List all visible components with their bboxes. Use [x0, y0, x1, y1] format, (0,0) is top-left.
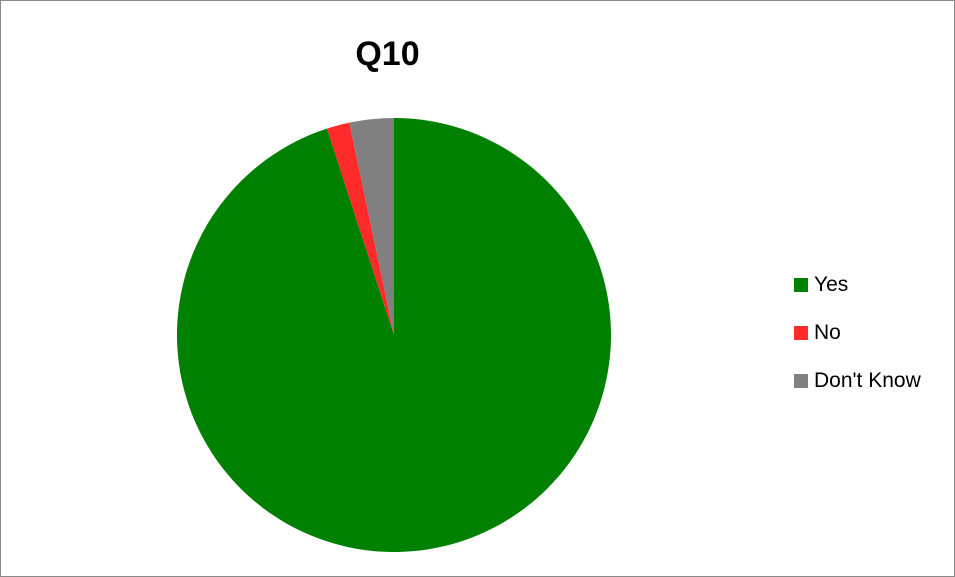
legend-swatch	[794, 374, 808, 388]
chart-title: Q10	[355, 35, 420, 73]
legend-item-no: No	[794, 321, 921, 345]
pie-slice-no	[326, 122, 394, 335]
legend-label: No	[814, 321, 841, 344]
legend-item-don-t-know: Don't Know	[794, 369, 921, 393]
legend-swatch	[794, 278, 808, 292]
legend-item-yes: Yes	[794, 273, 921, 297]
chart-legend: Yes No Don't Know	[794, 273, 921, 417]
legend-swatch	[794, 326, 808, 340]
legend-label: Yes	[814, 273, 849, 296]
pie-slice-don-t-know	[349, 118, 394, 335]
pie-slice-yes	[176, 118, 611, 552]
legend-label: Don't Know	[814, 369, 921, 392]
